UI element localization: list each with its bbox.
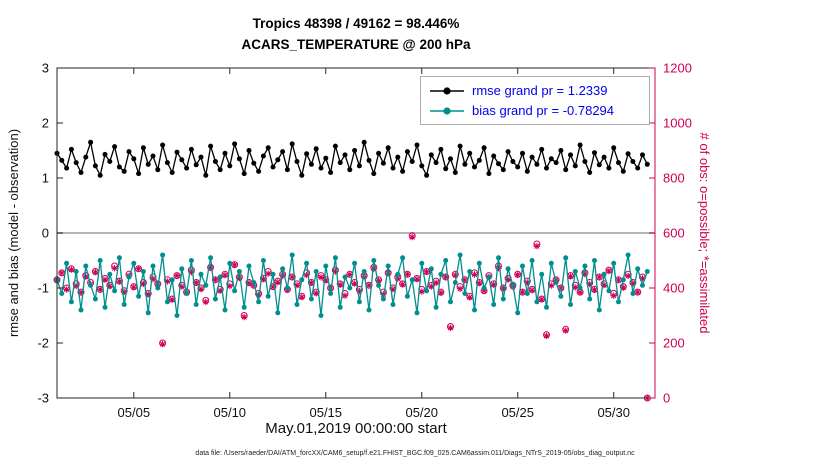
x-axis-label: May.01,2019 00:00:00 start (265, 420, 447, 437)
y-right-tick-label: 1200 (663, 61, 692, 76)
legend-item-rmse: rmse grand pr = 1.2339 (429, 83, 641, 98)
left-axis-label: rmse and bias (model - observation) (6, 128, 21, 338)
y-left-tick-label: 0 (42, 226, 49, 241)
x-tick-label: 05/15 (309, 405, 342, 420)
legend-item-bias: bias grand pr = -0.78294 (429, 103, 641, 118)
obs-assimilated-markers (53, 233, 651, 402)
bias-line (56, 254, 648, 316)
right-axis-label: # of obs: o=possible; *=assimilated (697, 132, 712, 334)
rmse-line (56, 139, 648, 178)
bias-markers (54, 252, 650, 318)
y-right-tick-label: 0 (663, 391, 670, 406)
x-tick-label: 05/20 (405, 405, 438, 420)
plot-title: Tropics 48398 / 49162 = 98.446% (252, 16, 460, 31)
y-left-tick-label: -3 (37, 391, 49, 406)
y-left-tick-label: 1 (42, 171, 49, 186)
x-tick-label: 05/30 (597, 405, 630, 420)
plot-subtitle: ACARS_TEMPERATURE @ 200 hPa (241, 37, 471, 52)
y-right-tick-label: 1000 (663, 116, 692, 131)
y-left-tick-label: -1 (37, 281, 49, 296)
y-right-tick-label: 800 (663, 171, 685, 186)
x-tick-label: 05/10 (214, 405, 247, 420)
y-right-tick-label: 200 (663, 336, 685, 351)
legend-bias-label: bias grand pr = -0.78294 (472, 103, 615, 118)
obs-possible-markers (53, 232, 651, 402)
y-left-tick-label: -2 (37, 336, 49, 351)
y-left-tick-label: 2 (42, 116, 49, 131)
x-tick-label: 05/05 (118, 405, 151, 420)
tick-labels: -3 -2 -1 0 1 2 3 0 200 400 600 800 1000 1200 05/05 05/1… (37, 61, 691, 421)
y-right-tick-label: 600 (663, 226, 685, 241)
legend-rmse-marker (430, 86, 464, 95)
x-tick-label: 05/25 (501, 405, 534, 420)
legend-bias-marker (430, 106, 464, 115)
y-left-tick-label: 3 (42, 61, 49, 76)
data-file-path: data file: /Users/raeder/DAI/ATM_forcXX/… (195, 450, 635, 457)
y-right-tick-label: 400 (663, 281, 685, 296)
tick-marks (57, 67, 655, 399)
rmse-markers (54, 139, 650, 178)
legend-rmse-label: rmse grand pr = 1.2339 (472, 83, 608, 98)
legend: rmse grand pr = 1.2339 bias grand pr = -… (420, 76, 650, 125)
